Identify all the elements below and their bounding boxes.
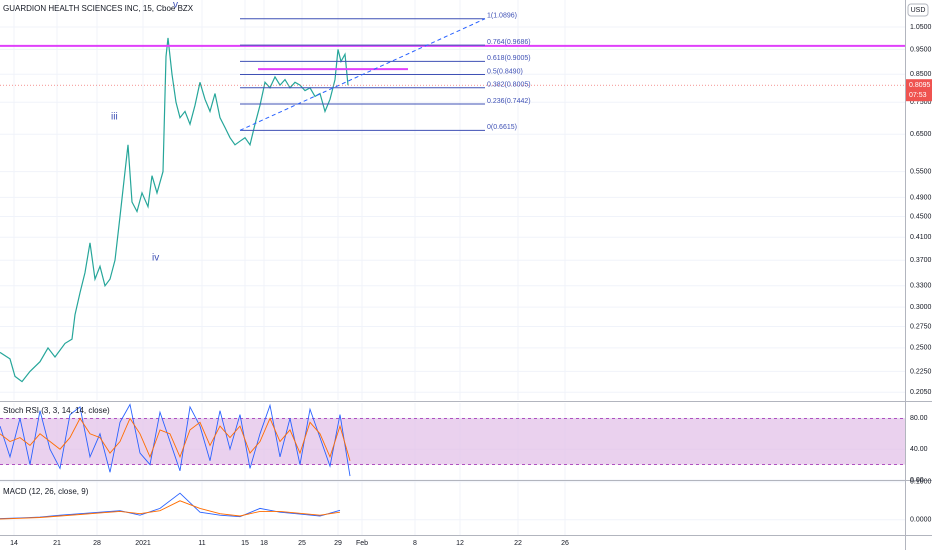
- y-tick-label: 0.6500: [910, 131, 932, 138]
- chart-title: GUARDION HEALTH SCIENCES INC, 15, Cboe B…: [3, 4, 194, 13]
- series-line: [0, 417, 351, 461]
- wave-label: iii: [111, 112, 118, 123]
- fib-label: 0.5(0.8490): [487, 68, 523, 75]
- fib-label: 0.618(0.9005): [487, 55, 531, 62]
- y-tick-label: 0.7500: [910, 99, 932, 106]
- y-tick-label: 0.1000: [910, 479, 932, 486]
- y-tick-label: 0.3000: [910, 304, 932, 311]
- series-line: [0, 500, 341, 520]
- wave-label: iv: [152, 253, 159, 264]
- y-tick-label: 1.0500: [910, 24, 932, 31]
- y-tick-label: 0.4100: [910, 234, 932, 241]
- x-tick-label: 18: [260, 540, 268, 547]
- y-tick-label: 0.2750: [910, 323, 932, 330]
- fib-label: 0(0.6615): [487, 124, 517, 131]
- currency-badge[interactable]: [907, 3, 929, 17]
- series-line: [0, 403, 351, 477]
- y-tick-label: 0.4500: [910, 213, 932, 220]
- trend-line: [239, 18, 486, 131]
- band: [0, 418, 905, 465]
- y-tick-label: 0.3300: [910, 283, 932, 290]
- x-tick-label: 22: [514, 540, 522, 547]
- fib-label: 0.382(0.8005): [487, 82, 531, 89]
- y-tick-label: 80.00: [910, 415, 928, 422]
- x-tick-label: 26: [561, 540, 569, 547]
- y-tick-label: 0.3700: [910, 257, 932, 264]
- indicator-title: Stoch RSI (3, 3, 14, 14, close): [3, 406, 110, 415]
- indicator-title: MACD (12, 26, close, 9): [3, 487, 89, 496]
- x-tick-label: 15: [241, 540, 249, 547]
- x-tick-label: 2021: [135, 540, 151, 547]
- x-tick-label: 29: [334, 540, 342, 547]
- y-tick-label: 0.00: [910, 477, 924, 484]
- x-tick-label: 25: [298, 540, 306, 547]
- x-tick-label: Feb: [356, 540, 368, 547]
- wave-label: v: [173, 0, 178, 11]
- x-tick-label: 12: [456, 540, 464, 547]
- y-tick-label: 0.5500: [910, 168, 932, 175]
- x-tick-label: 11: [198, 540, 205, 547]
- fib-label: 0.236(0.7442): [487, 98, 531, 105]
- x-tick-label: 8: [413, 540, 417, 547]
- last-price-badge: [906, 79, 932, 102]
- y-tick-label: 40.00: [910, 446, 928, 453]
- y-tick-label: 0.8500: [910, 71, 932, 78]
- series-line: [0, 492, 341, 520]
- y-tick-label: 0.2250: [910, 368, 932, 375]
- x-tick-label: 21: [53, 540, 61, 547]
- y-tick-label: 0.0000: [910, 517, 932, 524]
- x-tick-label: 14: [10, 540, 18, 547]
- last-price: 0.8095: [909, 82, 931, 89]
- y-tick-label: 0.4900: [910, 194, 932, 201]
- marks: [0, 18, 905, 520]
- fib-label: 1(1.0896): [487, 13, 517, 20]
- countdown: 07:53: [909, 92, 927, 99]
- currency[interactable]: USD: [911, 7, 926, 14]
- x-tick-label: 28: [93, 540, 101, 547]
- y-tick-label: 0.2050: [910, 389, 932, 396]
- series-line: [0, 37, 349, 383]
- y-tick-label: 0.2500: [910, 345, 932, 352]
- y-tick-label: 0.9500: [910, 46, 932, 53]
- fib-label: 0.764(0.9686): [487, 39, 531, 46]
